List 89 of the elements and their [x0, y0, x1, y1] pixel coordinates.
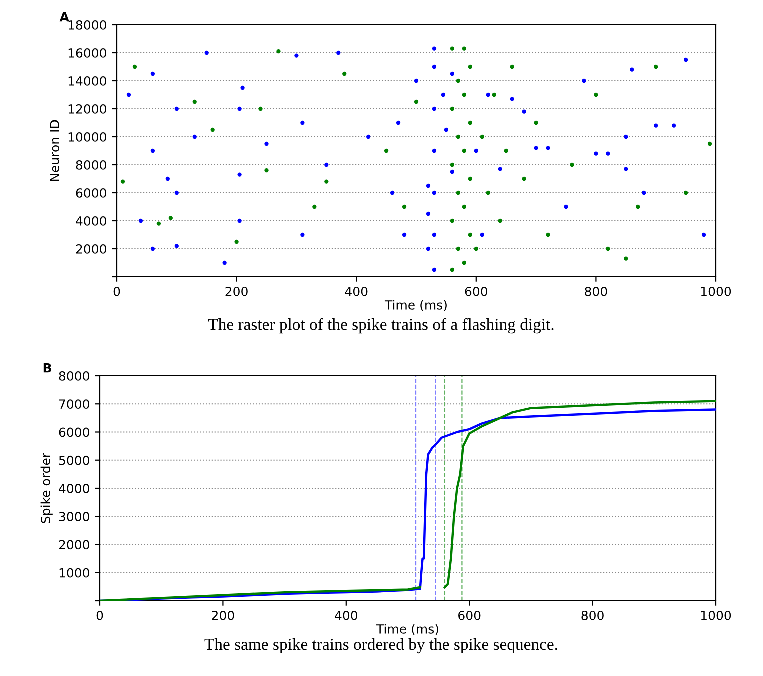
y-axis-title: Neuron ID [50, 120, 60, 182]
y-tick-label: 2000 [76, 244, 106, 254]
y-tick-label: 16000 [68, 48, 106, 58]
point [414, 100, 419, 104]
point [456, 190, 461, 196]
point [498, 218, 502, 224]
point [402, 204, 407, 210]
point [450, 46, 455, 51]
x-tick-label: 1000 [701, 286, 732, 296]
point [546, 232, 550, 238]
y-tick-label: 8000 [59, 371, 90, 381]
y-axis-title: Spike order [40, 452, 53, 524]
y-tick-label: 6000 [76, 188, 106, 198]
point [264, 168, 269, 173]
point [492, 92, 496, 98]
x-tick-label: 600 [465, 286, 488, 296]
y-tick-label: 1000 [60, 568, 90, 578]
point [450, 106, 455, 112]
point [708, 142, 712, 146]
text: The same spike trains ordered by the spike sequence. [204, 638, 558, 654]
y-tick-label: 3000 [59, 512, 90, 522]
point [156, 222, 162, 226]
x-tick-label: 400 [345, 286, 368, 296]
point [636, 204, 640, 210]
point [504, 148, 508, 154]
point [192, 100, 197, 104]
y-tick-label: 4000 [59, 484, 90, 494]
y-tick-label: 5000 [59, 456, 90, 466]
point [594, 92, 598, 98]
point [462, 260, 467, 266]
point [456, 246, 461, 252]
point [342, 72, 347, 76]
point [450, 268, 455, 272]
point [258, 106, 263, 112]
x-axis-title: Time (ms) [376, 624, 438, 636]
y-tick-label: 4000 [76, 216, 106, 226]
point [468, 176, 472, 182]
x-tick-label: 400 [335, 610, 358, 620]
point [468, 120, 472, 126]
y-tick-label: 8000 [76, 160, 106, 170]
point [384, 148, 389, 154]
x-tick-label: 600 [458, 610, 481, 620]
point [456, 78, 461, 84]
point [486, 190, 490, 196]
point [606, 246, 610, 252]
point [462, 92, 467, 98]
x-tick-label: 800 [582, 610, 604, 620]
point [168, 216, 173, 220]
y-tick-label: 18000 [68, 20, 106, 30]
point [324, 180, 329, 184]
point [462, 204, 467, 210]
point [654, 64, 658, 70]
point [570, 162, 574, 168]
y-tick-label: 2000 [59, 540, 90, 550]
chart-title: B [44, 364, 52, 373]
point [510, 64, 514, 70]
y-tick-label: 7000 [59, 400, 90, 410]
point [312, 204, 317, 210]
x-tick-label: 1000 [701, 610, 732, 620]
y-tick-label: 10000 [68, 132, 106, 142]
point [276, 50, 281, 54]
point [534, 120, 538, 126]
point [468, 64, 472, 70]
point [462, 148, 467, 154]
x-axis-title: Time (ms) [384, 300, 447, 312]
point [462, 46, 467, 51]
point [468, 232, 472, 238]
point [522, 176, 526, 182]
x-tick-label: 0 [114, 286, 120, 296]
y-tick-label: 6000 [59, 428, 90, 438]
y-tick-label: 14000 [68, 76, 106, 86]
x-tick-label: 800 [585, 286, 608, 296]
point [684, 190, 688, 196]
point [456, 134, 461, 140]
chart-title: A [60, 12, 70, 22]
point [450, 218, 455, 224]
point [132, 64, 138, 70]
x-tick-label: 200 [226, 286, 248, 296]
x-tick-label: 200 [212, 610, 234, 620]
point [210, 128, 215, 132]
point [624, 256, 628, 261]
x-tick-label: 0 [96, 610, 104, 620]
y-tick-label: 12000 [68, 104, 106, 114]
point [450, 162, 455, 168]
point [480, 134, 484, 140]
point [234, 240, 239, 244]
point [474, 246, 478, 252]
point [120, 180, 126, 184]
text: The raster plot of the spike trains of a flashing digit. [208, 318, 554, 334]
